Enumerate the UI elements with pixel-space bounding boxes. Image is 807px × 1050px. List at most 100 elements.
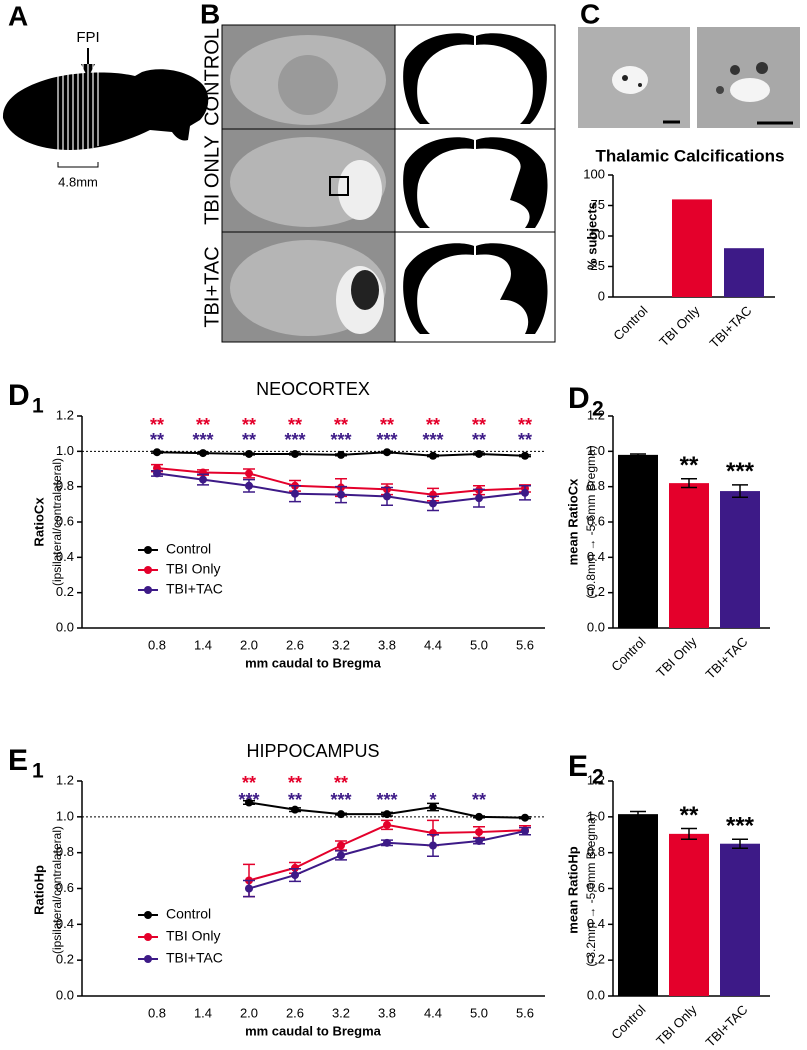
point [383, 820, 391, 829]
y-axis-label: % subjects [584, 202, 599, 270]
x-tick-label: 5.0 [470, 637, 488, 652]
legend-marker [144, 911, 152, 919]
point [429, 841, 437, 850]
y-axis-label: mean RatioCx [565, 478, 580, 565]
y-tick-label: 1.2 [587, 407, 605, 422]
y-tick-label: 0.0 [587, 619, 605, 634]
x-tick-label: Control [608, 634, 648, 674]
point [291, 805, 299, 814]
significance: ** [518, 430, 532, 450]
y-tick-label: 0.4 [587, 549, 605, 564]
bar [618, 454, 658, 628]
significance: ** [334, 773, 348, 793]
legend-marker [144, 566, 152, 574]
legend-label: Control [166, 541, 211, 557]
row-label: TBI+TAC [201, 246, 223, 327]
point [199, 475, 207, 484]
error-bar [681, 827, 697, 840]
x-tick-label: 4.4 [424, 637, 442, 652]
row-label: TBI ONLY [201, 135, 223, 225]
y-tick-label: 75 [591, 197, 605, 212]
significance: ** [518, 415, 532, 435]
point [337, 841, 345, 850]
panel-label: B [200, 0, 220, 29]
y-axis-label: RatioCx [31, 497, 46, 547]
y-axis-sublabel: (-3.2mm → -5.6mm Bregma) [584, 813, 598, 966]
x-tick-label: TBI+TAC [703, 634, 751, 682]
point [475, 449, 483, 458]
legend-marker [144, 955, 152, 963]
point [383, 448, 391, 457]
y-tick-label: 0.8 [587, 844, 605, 859]
point [337, 810, 345, 819]
significance: ** [150, 430, 164, 450]
significance: ** [680, 452, 699, 479]
point [337, 490, 345, 499]
point [429, 802, 437, 811]
significance: *** [284, 430, 305, 450]
y-tick-label: 100 [583, 166, 605, 181]
significance: *** [376, 790, 397, 810]
section-images [221, 24, 556, 343]
panel-label: D [8, 379, 30, 412]
x-tick-label: 3.2 [332, 637, 350, 652]
y-axis-label: RatioHp [31, 865, 46, 915]
y-tick-label: 0.0 [56, 987, 74, 1002]
y-tick-label: 0.2 [56, 952, 74, 967]
point [153, 448, 161, 457]
panel-label: E [568, 750, 588, 783]
y-tick-label: 0.8 [587, 478, 605, 493]
x-tick-label: TBI+TAC [707, 303, 755, 351]
panel-subscript: 2 [592, 766, 604, 789]
legend-marker [144, 586, 152, 594]
significance: ** [242, 430, 256, 450]
bar [618, 814, 658, 996]
y-tick-label: 1.0 [56, 443, 74, 458]
y-tick-label: 0.2 [56, 584, 74, 599]
x-tick-label: 1.4 [194, 637, 212, 652]
error-bar [732, 484, 748, 499]
section-lines [57, 64, 99, 152]
y-tick-label: 0 [598, 288, 605, 303]
point [291, 489, 299, 498]
point [153, 469, 161, 478]
error-bar [732, 838, 748, 849]
bar [720, 843, 760, 996]
significance: ** [380, 415, 394, 435]
y-tick-label: 1.2 [587, 772, 605, 787]
panel-label: C [580, 0, 600, 29]
point [291, 449, 299, 458]
significance: *** [422, 430, 443, 450]
panel-label: A [8, 0, 28, 31]
point [383, 810, 391, 819]
point [245, 449, 253, 458]
panel-subscript: 2 [592, 398, 604, 421]
significance: ** [288, 415, 302, 435]
y-axis-sublabel: (ipsilateral/contralateral) [50, 458, 64, 586]
significance: *** [330, 790, 351, 810]
point [475, 837, 483, 846]
marker-label: FPI [76, 29, 99, 46]
y-tick-label: 0.0 [587, 987, 605, 1002]
point [383, 838, 391, 847]
y-tick-label: 0.8 [56, 844, 74, 859]
significance: ** [426, 415, 440, 435]
significance: *** [238, 790, 259, 810]
x-tick-label: 0.8 [148, 637, 166, 652]
significance: ** [288, 790, 302, 810]
y-tick-label: 0.6 [587, 880, 605, 895]
x-tick-label: 0.8 [148, 1005, 166, 1020]
scale-bracket [57, 162, 99, 168]
x-tick-label: Control [610, 303, 650, 343]
y-axis-sublabel: (-0.8mm → -5.6mm Bregma) [584, 445, 598, 598]
y-tick-label: 1.0 [56, 808, 74, 823]
significance: *** [726, 813, 755, 840]
chart-title: Thalamic Calcifications [596, 146, 785, 165]
point [199, 449, 207, 458]
x-tick-label: 2.0 [240, 1005, 258, 1020]
significance: ** [472, 430, 486, 450]
significance: ** [288, 773, 302, 793]
panel-label: D [568, 382, 590, 415]
y-tick-label: 0.4 [56, 916, 74, 931]
significance: *** [726, 458, 755, 485]
